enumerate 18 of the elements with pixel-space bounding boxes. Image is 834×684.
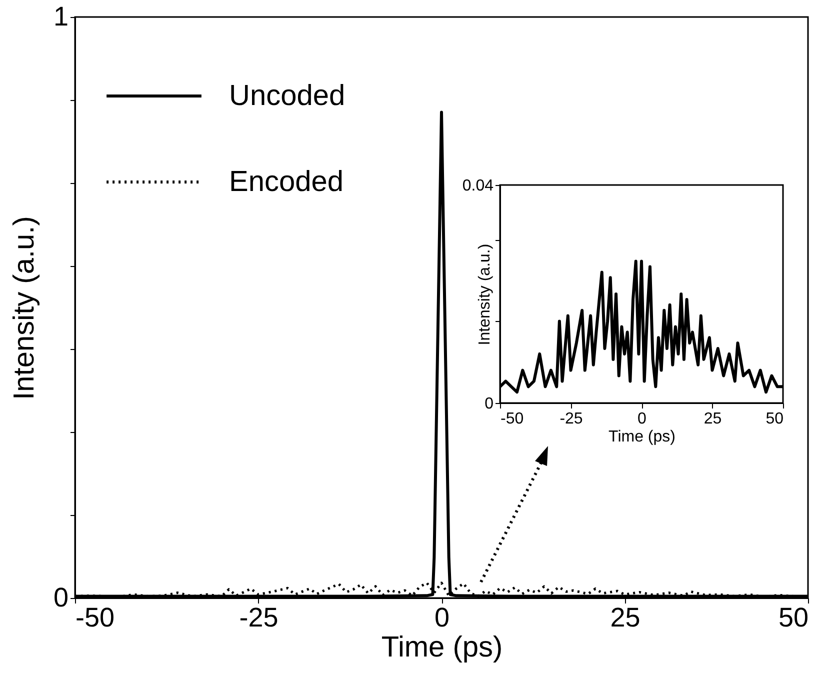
x-tick-label: -50 — [500, 410, 524, 428]
x-axis-title: Time (ps) — [608, 428, 676, 446]
x-tick-label: 50 — [778, 602, 808, 632]
y-axis-title: Intensity (a.u.) — [8, 216, 40, 400]
x-tick-label: 0 — [638, 410, 647, 428]
x-tick-label: 0 — [434, 602, 450, 632]
x-axis-title: Time (ps) — [381, 632, 503, 664]
x-tick-label: -25 — [560, 410, 583, 428]
y-axis-title: Intensity (a.u.) — [476, 244, 494, 346]
x-tick-label: -50 — [76, 602, 115, 632]
x-tick-label: 25 — [610, 602, 640, 632]
legend-label: Uncoded — [229, 80, 346, 112]
y-tick-label: 0.04 — [462, 178, 494, 194]
x-tick-label: -25 — [239, 602, 278, 632]
x-tick-label: 25 — [704, 410, 722, 428]
legend-label: Encoded — [229, 166, 344, 198]
y-tick-label: 1 — [53, 2, 68, 32]
x-tick-label: 50 — [766, 410, 784, 428]
